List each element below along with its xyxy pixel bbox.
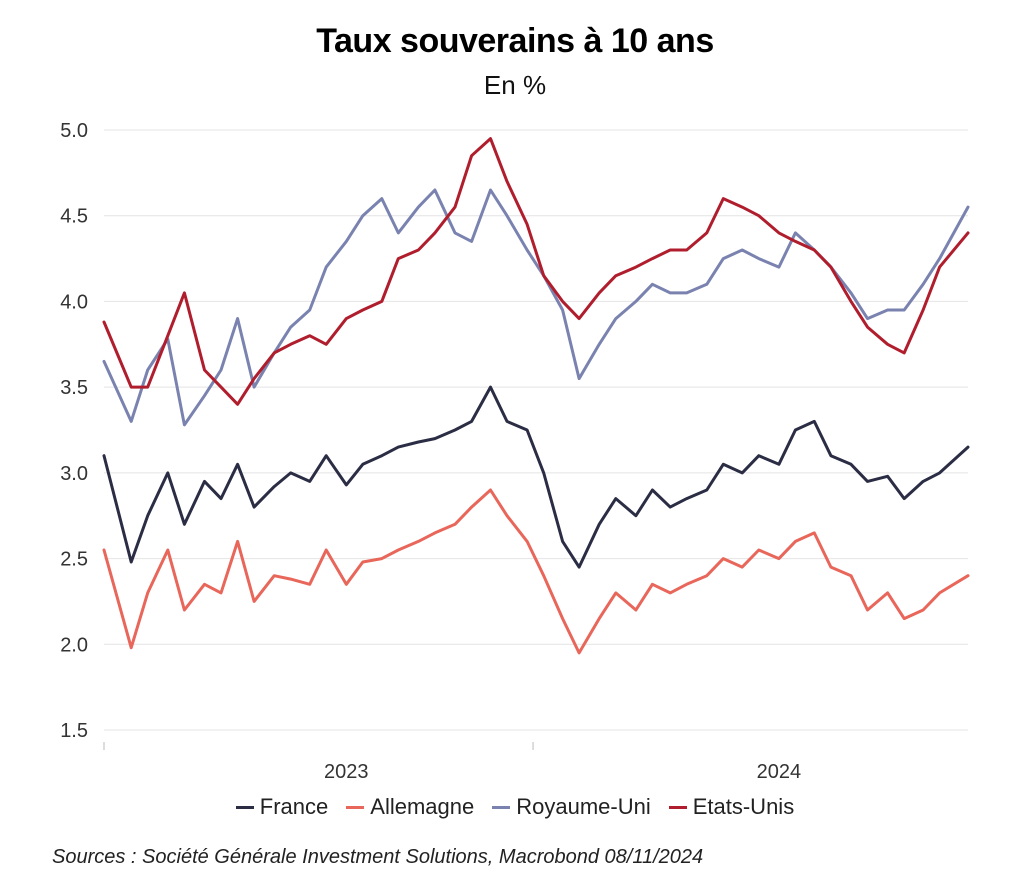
series-line-allemagne (102, 488, 970, 655)
legend-item-royaume-uni: Royaume-Uni (492, 794, 651, 820)
y-tick-label: 3.0 (60, 463, 88, 485)
legend-swatch-france (235, 805, 254, 809)
y-tick-label: 4.0 (60, 291, 88, 313)
source-note: Sources : Société Générale Investment So… (52, 846, 704, 868)
legend-label-allemagne: Allemagne (370, 794, 475, 819)
y-tick-label: 2.0 (60, 634, 88, 656)
legend-swatch-etats-unis (668, 805, 687, 809)
x-tick-label: 2023 (324, 761, 369, 783)
chart-subtitle: En % (483, 70, 547, 100)
line-chart: 1.5 2.0 2.5 3.0 3.5 4.0 4.5 5.0 2023 2024 (60, 120, 970, 783)
series-line-royaume-uni (102, 188, 970, 427)
y-tick-label: 3.5 (60, 377, 88, 399)
legend-label-france: France (259, 794, 329, 819)
legend-item-allemagne: Allemagne (346, 794, 474, 820)
legend-swatch-allemagne (346, 805, 365, 809)
series-line-france (102, 385, 970, 569)
legend-swatch-royaume-uni (492, 805, 511, 809)
legend-item-france: France (235, 794, 329, 820)
chart-title: Taux souverains à 10 ans (316, 22, 714, 60)
y-tick-label: 1.5 (60, 720, 88, 742)
y-tick-label: 4.5 (60, 206, 88, 228)
series-line-etats-unis (102, 137, 970, 406)
chart-legend: France Allemagne Royaume-Uni Etats-Unis (0, 794, 1030, 820)
legend-label-etats-unis: Etats-Unis (692, 794, 795, 819)
x-tick-label: 2024 (757, 761, 802, 783)
y-tick-label: 2.5 (60, 549, 88, 571)
legend-item-etats-unis: Etats-Unis (668, 794, 795, 820)
legend-label-royaume-uni: Royaume-Uni (516, 794, 651, 819)
y-tick-label: 5.0 (60, 120, 88, 142)
